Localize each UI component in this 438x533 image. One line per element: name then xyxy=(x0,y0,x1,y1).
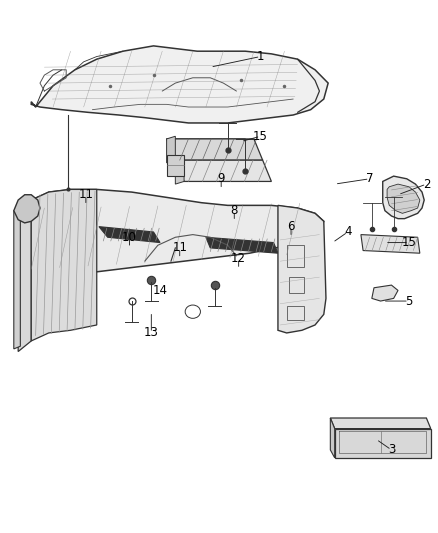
Polygon shape xyxy=(383,176,424,219)
Polygon shape xyxy=(99,227,160,243)
Polygon shape xyxy=(335,429,431,458)
Polygon shape xyxy=(206,237,278,253)
Polygon shape xyxy=(175,158,184,184)
Text: 11: 11 xyxy=(172,241,187,254)
Polygon shape xyxy=(166,136,175,163)
Polygon shape xyxy=(14,211,20,349)
Text: 15: 15 xyxy=(253,130,268,143)
Polygon shape xyxy=(175,160,272,181)
Text: 7: 7 xyxy=(366,172,373,185)
Text: 12: 12 xyxy=(231,252,246,265)
Polygon shape xyxy=(278,205,326,333)
Polygon shape xyxy=(31,46,328,123)
Text: 1: 1 xyxy=(257,50,264,63)
Text: 4: 4 xyxy=(344,225,352,238)
Polygon shape xyxy=(18,200,31,352)
Text: 10: 10 xyxy=(122,231,137,244)
Polygon shape xyxy=(166,139,263,160)
Polygon shape xyxy=(372,285,398,301)
Text: 5: 5 xyxy=(405,295,413,308)
Polygon shape xyxy=(166,139,254,155)
Text: 8: 8 xyxy=(230,204,238,217)
Bar xyxy=(287,306,304,320)
Text: 6: 6 xyxy=(287,220,295,233)
Text: 2: 2 xyxy=(423,177,430,191)
Polygon shape xyxy=(387,184,420,213)
Polygon shape xyxy=(31,189,97,341)
Polygon shape xyxy=(361,235,420,253)
Text: 15: 15 xyxy=(402,236,417,249)
Polygon shape xyxy=(166,155,184,176)
Polygon shape xyxy=(330,418,431,429)
Polygon shape xyxy=(16,189,324,272)
Bar xyxy=(287,245,304,266)
Polygon shape xyxy=(14,195,40,223)
Text: 13: 13 xyxy=(144,326,159,340)
Text: 3: 3 xyxy=(388,443,395,456)
Bar xyxy=(289,277,304,293)
Text: 9: 9 xyxy=(217,172,225,185)
Text: 14: 14 xyxy=(152,284,168,297)
Text: 11: 11 xyxy=(78,188,93,201)
Polygon shape xyxy=(330,418,335,458)
